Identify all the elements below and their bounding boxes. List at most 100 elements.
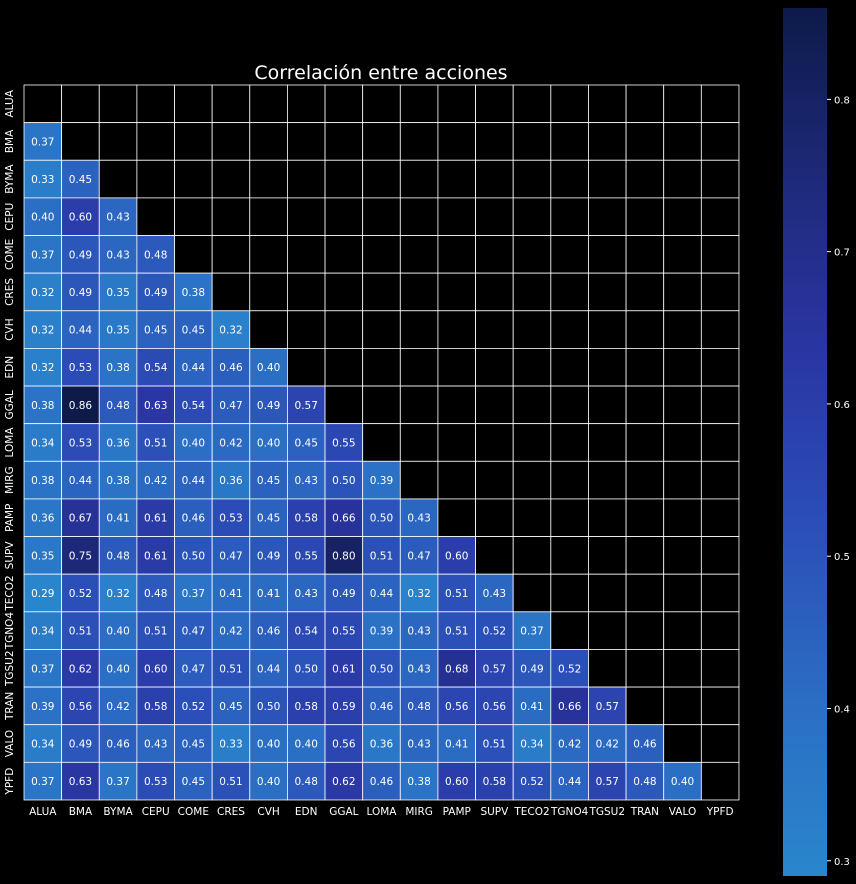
heatmap-cells: 0.37 0.33 0.45 0.40 0.60 0.43 0.37 0.49 0.43 0.48… xyxy=(23,84,740,801)
masked-cell xyxy=(625,423,665,462)
cell-value-label: 0.41 xyxy=(520,701,543,713)
cell-value-label: 0.60 xyxy=(144,663,167,675)
masked-cell xyxy=(663,84,702,124)
masked-cell xyxy=(136,197,175,236)
cell-value-label: 0.43 xyxy=(407,513,430,525)
cell-value-label: 0.46 xyxy=(633,739,657,751)
cell-value-label: 0.51 xyxy=(370,550,393,562)
masked-cell xyxy=(663,686,702,726)
masked-cell xyxy=(287,235,326,274)
heatmap-cell xyxy=(211,536,251,575)
cell-value-label: 0.68 xyxy=(445,663,468,675)
cell-value-label: 0.53 xyxy=(69,362,92,374)
cell-value-label: 0.48 xyxy=(144,249,167,261)
cell-value-label: 0.42 xyxy=(558,739,581,751)
heatmap-cell xyxy=(362,460,401,500)
masked-cell xyxy=(700,348,740,387)
heatmap-cell xyxy=(98,761,138,801)
heatmap-cell xyxy=(211,460,251,500)
y-tick-label: TECO2 xyxy=(4,575,16,611)
cell-value-label: 0.34 xyxy=(520,739,544,751)
masked-cell xyxy=(512,348,552,387)
cell-value-label: 0.47 xyxy=(182,626,205,638)
cell-value-label: 0.57 xyxy=(295,400,318,412)
masked-cell xyxy=(174,235,213,274)
masked-cell xyxy=(362,122,401,161)
masked-cell xyxy=(625,197,665,236)
heatmap-cell xyxy=(23,122,63,161)
masked-cell xyxy=(550,310,589,349)
heatmap-cell xyxy=(249,724,288,763)
heatmap-cell xyxy=(550,761,589,801)
masked-cell xyxy=(588,423,627,462)
heatmap-cell xyxy=(287,423,326,462)
heatmap-cell xyxy=(437,686,476,726)
cell-value-label: 0.66 xyxy=(558,701,582,713)
cell-value-label: 0.43 xyxy=(295,588,318,600)
cell-value-label: 0.41 xyxy=(106,513,129,525)
masked-cell xyxy=(663,235,702,274)
cell-value-label: 0.44 xyxy=(69,475,93,487)
cell-value-label: 0.49 xyxy=(520,663,543,675)
masked-cell xyxy=(399,122,439,161)
y-tick-label: GGAL xyxy=(4,390,16,419)
cell-value-label: 0.40 xyxy=(671,776,694,788)
cell-value-label: 0.33 xyxy=(219,739,242,751)
masked-cell xyxy=(475,385,514,425)
masked-cell xyxy=(512,423,552,462)
y-tick-label: ALUA xyxy=(4,89,16,117)
heatmap-cell xyxy=(98,348,138,387)
heatmap-cell xyxy=(136,272,175,312)
masked-cell xyxy=(475,348,514,387)
cell-value-label: 0.51 xyxy=(69,626,92,638)
masked-cell xyxy=(249,197,288,236)
cell-value-label: 0.45 xyxy=(182,325,205,337)
cell-value-label: 0.40 xyxy=(257,362,280,374)
masked-cell xyxy=(324,310,364,349)
masked-cell xyxy=(550,460,589,500)
heatmap-cell xyxy=(362,761,401,801)
cell-value-label: 0.50 xyxy=(370,663,393,675)
heatmap-cell xyxy=(136,649,175,688)
heatmap-cell xyxy=(61,423,100,462)
cell-value-label: 0.29 xyxy=(31,588,54,600)
masked-cell xyxy=(625,536,665,575)
masked-cell xyxy=(61,84,100,124)
cell-value-label: 0.42 xyxy=(596,739,619,751)
masked-cell xyxy=(475,84,514,124)
cell-value-label: 0.58 xyxy=(483,776,506,788)
masked-cell xyxy=(550,348,589,387)
heatmap-cell xyxy=(174,686,213,726)
masked-cell xyxy=(475,122,514,161)
masked-cell xyxy=(625,686,665,726)
heatmap-cell xyxy=(324,649,364,688)
cell-value-label: 0.42 xyxy=(106,701,129,713)
x-tick-label: BMA xyxy=(69,806,93,818)
heatmap-cell xyxy=(249,498,288,537)
cell-value-label: 0.39 xyxy=(370,475,393,487)
masked-cell xyxy=(362,197,401,236)
masked-cell xyxy=(437,385,476,425)
masked-cell xyxy=(663,348,702,387)
masked-cell xyxy=(61,122,100,161)
heatmap-cell xyxy=(23,310,63,349)
masked-cell xyxy=(211,122,251,161)
cell-value-label: 0.44 xyxy=(257,663,281,675)
heatmap-cell xyxy=(61,310,100,349)
cell-value-label: 0.36 xyxy=(370,739,394,751)
heatmap-cell xyxy=(61,159,100,199)
masked-cell xyxy=(437,235,476,274)
masked-cell xyxy=(625,573,665,613)
heatmap-cell xyxy=(512,724,552,763)
x-tick-label: COME xyxy=(178,806,209,818)
heatmap-cell xyxy=(211,686,251,726)
masked-cell xyxy=(625,649,665,688)
masked-cell xyxy=(700,573,740,613)
masked-cell xyxy=(98,84,138,124)
cell-value-label: 0.56 xyxy=(445,701,469,713)
masked-cell xyxy=(550,423,589,462)
cell-value-label: 0.45 xyxy=(144,325,167,337)
heatmap-cell xyxy=(287,761,326,801)
cell-value-label: 0.44 xyxy=(558,776,582,788)
heatmap-cell xyxy=(437,573,476,613)
